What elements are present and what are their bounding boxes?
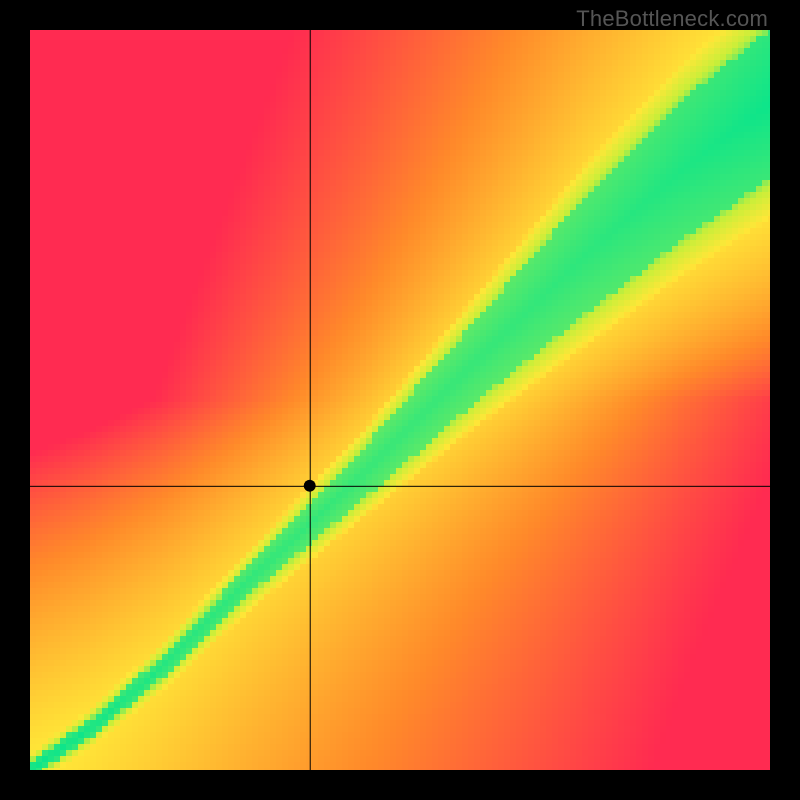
watermark-text: TheBottleneck.com: [576, 6, 768, 32]
heatmap-canvas: [0, 0, 800, 800]
chart-container: TheBottleneck.com: [0, 0, 800, 800]
